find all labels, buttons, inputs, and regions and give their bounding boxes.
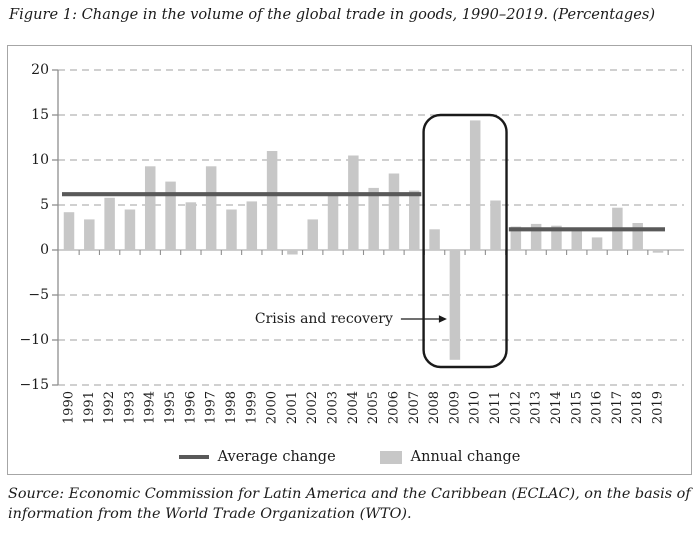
x-label-2003: 2003 (326, 391, 341, 424)
x-label-1994: 1994 (143, 391, 158, 424)
bar-2004 (348, 155, 359, 250)
x-label-2017: 2017 (610, 391, 625, 424)
x-label-2000: 2000 (265, 391, 280, 424)
bar-1997 (205, 166, 217, 250)
x-label-1997: 1997 (204, 391, 219, 424)
bar-1992 (104, 197, 115, 250)
annotation-arrow-head (438, 315, 447, 323)
annual-bar-swatch (379, 450, 402, 464)
crisis-highlight-box (422, 113, 508, 369)
bar-2005 (368, 187, 379, 250)
bar-2015 (571, 230, 583, 250)
bar-2007 (409, 190, 420, 250)
y-tick-label: 5 (40, 197, 49, 213)
legend-item-annual: Annual change (379, 449, 521, 465)
x-label-2012: 2012 (508, 391, 523, 424)
x-label-2018: 2018 (630, 391, 645, 424)
y-tick-label: −5 (28, 287, 49, 303)
bar-1993 (124, 209, 136, 250)
bar-1991 (84, 219, 95, 250)
bar-1995 (165, 181, 176, 250)
x-label-2010: 2010 (468, 391, 483, 424)
bar-1999 (246, 201, 258, 250)
x-label-1999: 1999 (244, 391, 259, 424)
x-label-2006: 2006 (386, 391, 401, 424)
chart-panel: −15 −10 −5 0 5 10 15 20 Crisis and recovery 1990 1… (7, 45, 692, 475)
x-label-2001: 2001 (285, 391, 300, 424)
bar-2011 (490, 200, 501, 250)
x-label-1990: 1990 (62, 391, 77, 424)
bar-2008 (429, 229, 440, 250)
y-tick-label: 10 (31, 152, 49, 168)
x-label-1991: 1991 (82, 391, 97, 424)
legend-annual-label: Annual change (410, 449, 521, 465)
bar-2000 (266, 151, 278, 250)
x-label-2011: 2011 (488, 391, 503, 424)
trade-volume-chart: −15 −10 −5 0 5 10 15 20 Crisis and recovery 1990 1… (19, 62, 684, 424)
legend-item-average: Average change (178, 449, 336, 465)
y-tick-label: −10 (19, 332, 49, 348)
x-label-2016: 2016 (590, 391, 605, 424)
bar-1996 (185, 202, 197, 250)
x-label-2008: 2008 (427, 391, 442, 424)
y-tick-label: −15 (19, 377, 49, 393)
bar-2013 (530, 223, 542, 250)
x-label-1996: 1996 (183, 391, 198, 424)
y-tick-label: 20 (31, 62, 49, 78)
bar-1990 (63, 212, 75, 250)
x-label-1992: 1992 (102, 391, 117, 424)
average-line-swatch (178, 455, 209, 459)
x-label-2014: 2014 (549, 391, 564, 424)
x-label-2009: 2009 (447, 391, 462, 424)
bar-1998 (226, 209, 237, 250)
bar-2006 (388, 173, 400, 250)
bar-2014 (551, 225, 562, 250)
legend-average-label: Average change (217, 449, 336, 465)
bar-2010 (469, 120, 481, 251)
x-label-1995: 1995 (163, 391, 178, 424)
x-label-2004: 2004 (346, 391, 361, 424)
bar-2016 (591, 237, 603, 250)
x-label-2019: 2019 (651, 391, 666, 424)
bar-2001 (287, 250, 298, 255)
x-label-2015: 2015 (569, 391, 584, 424)
x-label-2002: 2002 (305, 391, 320, 424)
source-note: Source: Economic Commission for Latin Am… (8, 486, 691, 522)
x-label-2005: 2005 (366, 391, 381, 424)
bar-2002 (307, 219, 318, 250)
bar-2003 (327, 195, 339, 250)
x-label-1993: 1993 (122, 391, 137, 424)
crisis-annotation-label: Crisis and recovery (255, 311, 393, 327)
bar-2009 (449, 250, 461, 360)
x-label-2007: 2007 (407, 391, 422, 424)
x-label-2013: 2013 (529, 391, 544, 424)
bar-2019 (652, 250, 664, 253)
bar-2012 (510, 226, 522, 250)
bar-2018 (632, 223, 643, 250)
x-label-1998: 1998 (224, 391, 239, 424)
y-tick-label: 0 (40, 242, 49, 258)
bar-1994 (144, 166, 156, 250)
chart-legend: Average change Annual change (8, 449, 691, 465)
y-tick-label: 15 (31, 107, 49, 123)
figure-title: Figure 1: Change in the volume of the gl… (9, 6, 656, 23)
